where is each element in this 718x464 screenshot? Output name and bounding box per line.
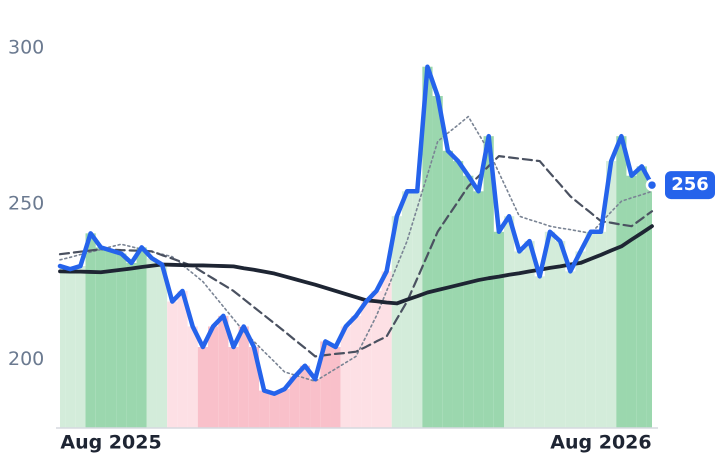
price-area	[565, 271, 576, 428]
y-tick-label: 200	[8, 348, 44, 370]
price-area	[60, 266, 66, 428]
price-area	[616, 136, 627, 428]
price-area	[606, 161, 617, 428]
price-area	[95, 247, 106, 428]
price-area	[514, 251, 525, 428]
price-area	[555, 241, 566, 428]
price-area	[361, 301, 372, 428]
price-area	[391, 216, 402, 428]
price-area	[75, 266, 86, 428]
price-area	[197, 347, 208, 428]
price-area	[585, 231, 596, 428]
price-area	[146, 258, 157, 428]
price-area	[381, 271, 392, 428]
price-area	[177, 290, 188, 428]
price-area	[371, 290, 382, 428]
x-tick-label: Aug 2025	[60, 432, 161, 454]
price-area	[544, 231, 556, 428]
price-area	[493, 231, 504, 428]
price-area	[504, 216, 515, 428]
price-area	[463, 175, 474, 428]
price-area	[422, 66, 433, 428]
price-area	[646, 185, 652, 428]
price-area	[534, 276, 545, 428]
y-tick-label: 250	[8, 192, 44, 214]
price-area	[473, 191, 484, 428]
price-area	[432, 95, 443, 428]
price-area	[187, 326, 198, 428]
price-area	[116, 253, 127, 428]
price-area	[330, 347, 341, 428]
price-area	[105, 250, 117, 428]
price-line	[57, 64, 655, 396]
moving-average-line	[58, 155, 654, 358]
price-area	[259, 390, 270, 428]
price-area	[524, 241, 535, 428]
last-value-badge	[665, 171, 715, 200]
price-area	[452, 161, 464, 428]
price-area	[299, 365, 311, 428]
price-area	[626, 175, 637, 428]
price-area	[575, 251, 586, 428]
price-area	[483, 136, 494, 428]
price-area	[248, 347, 260, 428]
y-tick-label: 300	[8, 37, 44, 59]
price-area	[412, 191, 423, 428]
last-point	[645, 178, 659, 192]
price-area	[136, 247, 147, 428]
price-area	[340, 326, 351, 428]
price-area	[218, 315, 229, 428]
price-area	[269, 393, 280, 428]
price-area	[279, 389, 290, 428]
price-area	[208, 326, 219, 428]
x-tick-label: Aug 2026	[550, 432, 651, 454]
price-area	[350, 315, 362, 428]
price-area	[65, 269, 76, 428]
price-area	[228, 347, 239, 428]
price-area	[126, 262, 137, 428]
price-area	[320, 341, 331, 428]
price-area	[156, 264, 168, 428]
price-area	[310, 379, 321, 428]
price-area	[401, 191, 413, 428]
price-area	[85, 233, 96, 428]
price-area	[238, 326, 249, 428]
last-value-label: 256	[671, 174, 709, 195]
price-area	[167, 301, 178, 428]
price-area	[595, 231, 607, 428]
price-area	[636, 166, 647, 428]
price-area	[289, 376, 300, 428]
